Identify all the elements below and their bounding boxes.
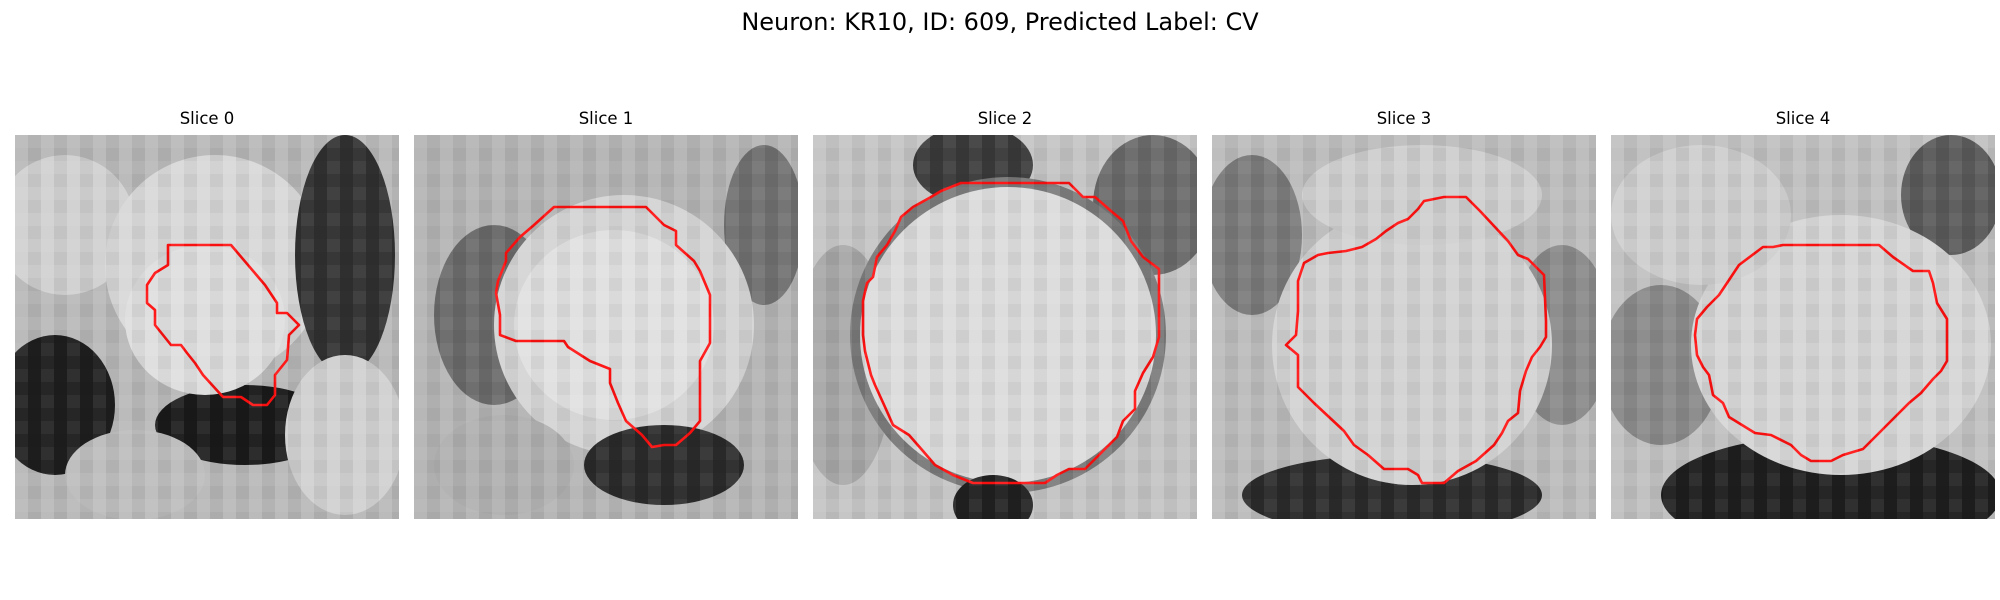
microscopy-image — [15, 135, 399, 519]
figure-title: Neuron: KR10, ID: 609, Predicted Label: … — [741, 8, 1259, 36]
microscopy-image — [813, 135, 1197, 519]
slice-title: Slice 1 — [578, 109, 634, 128]
slice-title: Slice 2 — [977, 109, 1033, 128]
slice-title: Slice 4 — [1775, 109, 1831, 128]
slice-title: Slice 0 — [179, 109, 235, 128]
microscopy-image — [414, 135, 798, 519]
microscopy-image — [1212, 135, 1596, 519]
slice-title: Slice 3 — [1376, 109, 1432, 128]
microscopy-image — [1611, 135, 1995, 519]
